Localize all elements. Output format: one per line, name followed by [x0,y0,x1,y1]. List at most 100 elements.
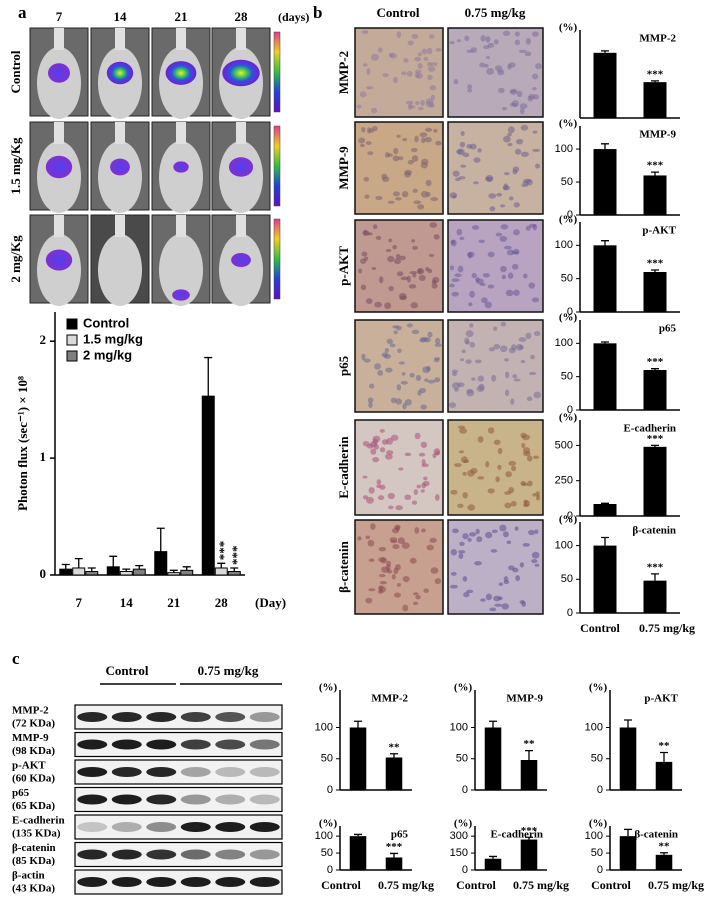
cell-nucleus [386,338,393,344]
significance: *** [647,258,664,270]
significance: *** [216,541,231,561]
blot-band [111,877,142,887]
y-tick-label: 250 [555,475,573,487]
cell-nucleus [494,65,503,71]
blot-band [180,767,211,777]
cell-nucleus [357,536,362,541]
cell-nucleus [487,427,495,434]
nose-cone [115,28,125,50]
y-axis-label: (%) [559,22,578,34]
cell-nucleus [382,73,389,78]
mouse-body [159,141,203,213]
cell-nucleus [367,397,374,403]
cell-nucleus [485,55,490,59]
cell-nucleus [481,297,488,304]
cell-nucleus [413,200,421,205]
y-tick-label: 0 [567,607,573,619]
cell-nucleus [411,329,420,335]
cell-nucleus [378,557,386,563]
cell-nucleus [409,557,417,564]
cell-nucleus [390,539,398,544]
blot-band [77,877,108,887]
cell-nucleus [372,456,380,463]
cell-nucleus [415,594,421,600]
nose-cone [236,28,246,50]
cell-nucleus [450,239,457,247]
cell-nucleus [459,236,465,241]
bar [119,570,133,576]
cell-nucleus [423,588,430,593]
blot-band [146,712,177,722]
bar [385,757,403,790]
legend-label: Control [83,315,129,330]
cell-nucleus [508,460,517,466]
cell-nucleus [518,49,527,54]
y-tick-label: 300 [450,830,468,842]
cell-nucleus [397,348,402,354]
bar [643,580,667,613]
blot-band [77,849,108,860]
mouse-body [37,47,81,119]
signal [165,61,197,85]
cell-nucleus [367,539,375,547]
chart-title: MMP-2 [639,33,676,45]
blot-band [180,849,211,860]
cell-nucleus [395,197,402,201]
cell-nucleus [432,453,437,459]
cell-nucleus [414,135,419,143]
signal [45,249,73,271]
signal [106,61,134,85]
cell-nucleus [477,436,484,443]
cell-nucleus [486,68,495,75]
chart-title: β-catenin [634,829,678,841]
cell-nucleus [431,283,438,289]
cell-nucleus [473,157,481,163]
blot-band [111,739,142,750]
cell-nucleus [408,284,417,289]
cell-nucleus [361,30,369,35]
cell-nucleus [404,399,412,406]
cell-nucleus [531,297,540,303]
cell-nucleus [499,235,508,242]
x-tick-label: 7 [76,595,83,610]
cell-nucleus [412,273,417,278]
error-bar [651,444,659,447]
error-bar [651,80,659,83]
cell-nucleus [525,38,531,45]
blot-band [180,822,211,832]
blot-band [146,877,177,887]
y-tick-label: 100 [555,539,573,551]
cell-nucleus [508,196,514,201]
cell-nucleus [499,524,507,532]
blot-label: β-catenin [12,842,56,854]
y-tick-label: 0 [567,404,573,416]
signal [173,161,189,173]
cell-nucleus [505,289,514,297]
bar [643,175,667,215]
blot-label: MMP-9 [12,732,49,744]
cell-nucleus [506,249,515,256]
signal [172,289,190,301]
cell-nucleus [434,377,441,383]
cell-nucleus [512,248,520,255]
cell-nucleus [421,137,426,144]
cell-nucleus [426,365,431,372]
y-tick-label: 100 [450,721,468,733]
chart-title: MMP-2 [371,693,408,705]
cell-nucleus [515,575,521,582]
cell-nucleus [462,533,469,540]
cell-nucleus [388,285,394,292]
cell-nucleus [459,358,465,362]
y-axis-label: (%) [589,682,608,694]
cell-nucleus [381,176,390,183]
cell-nucleus [452,528,459,534]
cell-nucleus [458,450,465,454]
y-axis-label: (%) [559,118,578,130]
cell-nucleus [434,343,443,347]
cell-nucleus [416,484,422,489]
cell-nucleus [502,531,509,538]
blot-band [249,877,280,887]
row-label: p-AKT [336,246,351,286]
blot-label: β-actin [12,870,45,882]
y-tick-label: 1 [40,449,47,464]
